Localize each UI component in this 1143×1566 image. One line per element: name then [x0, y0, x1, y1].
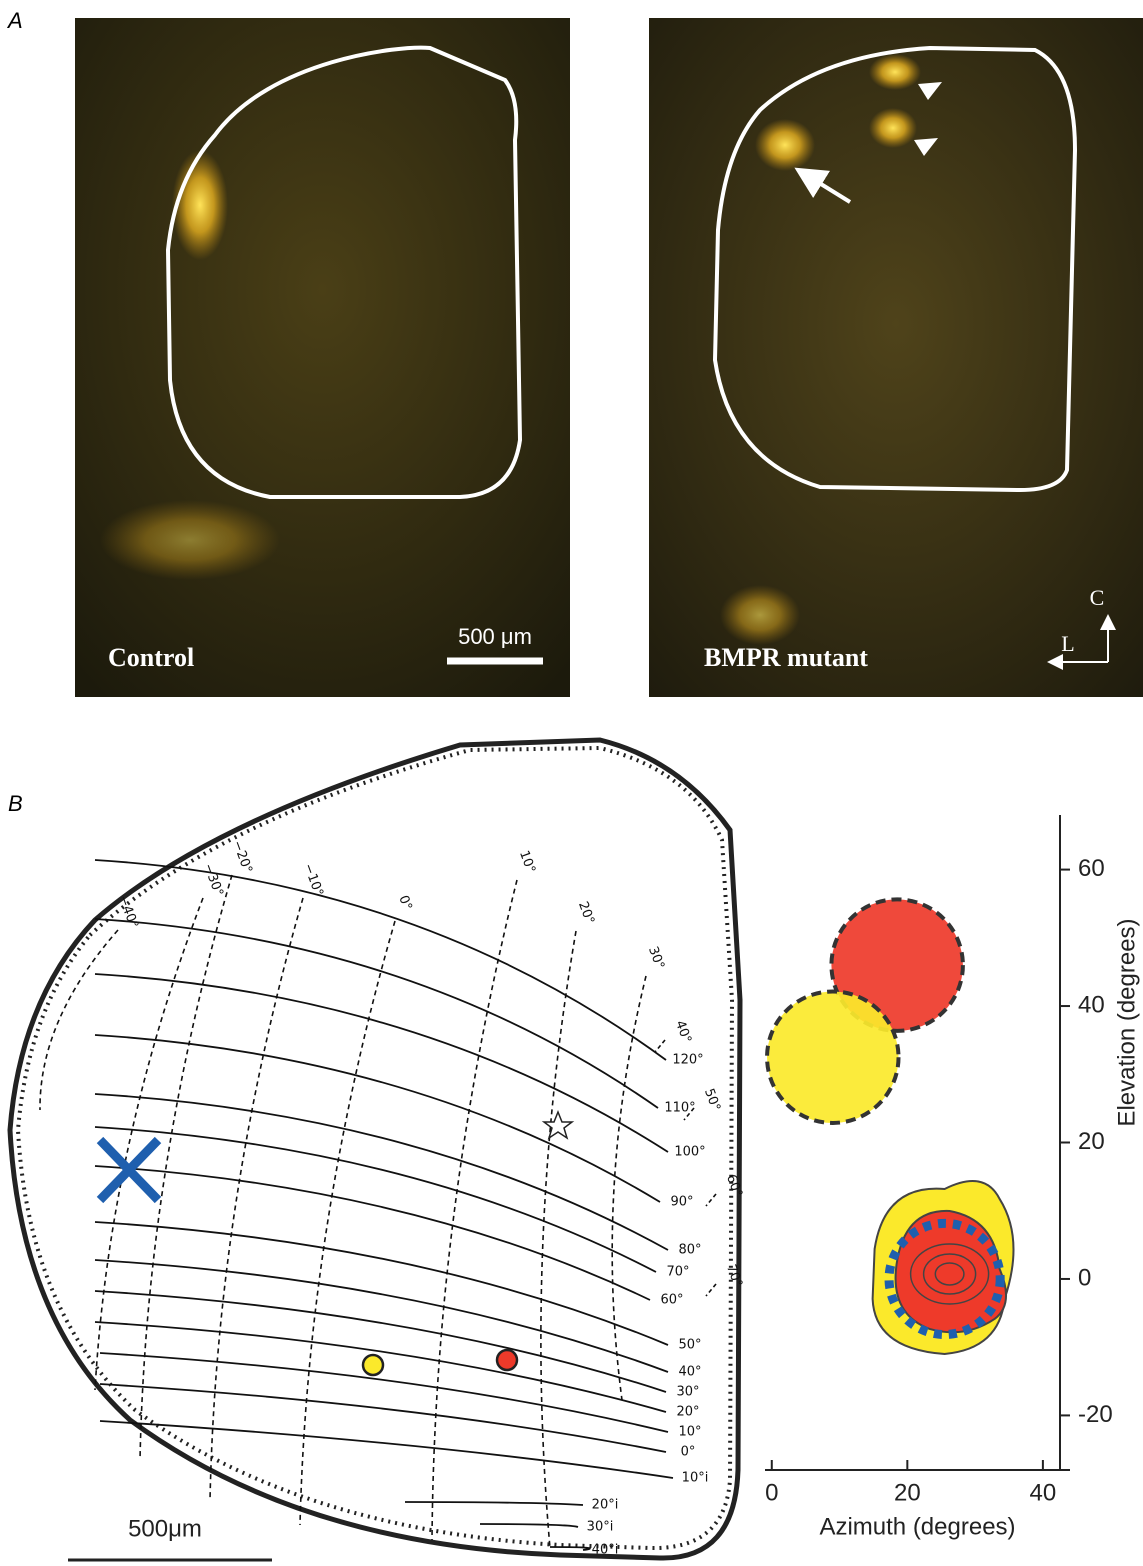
y-tick-label: -20 — [1078, 1401, 1113, 1428]
y-tick-label: 40 — [1078, 991, 1105, 1018]
azimuth-tick — [655, 1040, 665, 1052]
elevation-label: 30° — [676, 1385, 699, 1400]
map-outline-dotted — [18, 748, 732, 1548]
elevation-line — [95, 1094, 668, 1250]
axis-c: C — [1090, 585, 1105, 610]
elevation-label: 40°i — [592, 1543, 619, 1558]
azimuth-label: 20° — [575, 900, 597, 927]
scale-label: 500 μm — [458, 624, 532, 649]
azimuth-label: 10° — [516, 849, 538, 876]
elevation-label: 50° — [678, 1338, 701, 1353]
elevation-label: 110° — [664, 1101, 695, 1116]
elevation-line — [95, 1260, 668, 1372]
elevation-label: 20° — [676, 1405, 699, 1420]
azimuth-label: 40° — [672, 1019, 694, 1046]
azimuth-label: 70° — [723, 1263, 745, 1290]
elevation-line — [95, 1166, 650, 1300]
azimuth-label: −30° — [200, 861, 226, 898]
elevation-label: 120° — [672, 1053, 703, 1068]
red-dot — [497, 1350, 517, 1370]
azimuth-label: −40° — [115, 893, 141, 930]
receptive-field — [767, 991, 898, 1122]
x-tick-label: 0 — [765, 1479, 778, 1506]
fluorescent-spot — [172, 150, 228, 260]
elevation-line — [100, 1421, 673, 1478]
fluorescent-spot — [755, 119, 815, 171]
x-tick-label: 20 — [894, 1479, 921, 1506]
elevation-line — [405, 1502, 583, 1505]
elevation-label: 30°i — [587, 1520, 614, 1535]
elevation-label: 80° — [678, 1243, 701, 1258]
map-grid: −40°−30°−20°−10°0°10°20°30°40°50°60°70°1… — [40, 838, 745, 1557]
y-tick-label: 20 — [1078, 1128, 1105, 1155]
star-marker — [544, 1112, 572, 1138]
figure: A Control 500 μm BMPR mutant C L B −40° −… — [0, 0, 1143, 1566]
y-tick-label: 0 — [1078, 1264, 1091, 1291]
fluorescent-spot — [720, 585, 800, 645]
elevation-label: 60° — [660, 1293, 683, 1308]
elevation-line — [95, 974, 668, 1152]
map-outline — [10, 740, 740, 1558]
azimuth-line — [40, 930, 118, 1110]
elevation-label: 40° — [678, 1365, 701, 1380]
fluorescent-spot — [869, 54, 921, 90]
azimuth-label: 0° — [395, 893, 414, 912]
azimuth-tick — [706, 1194, 716, 1206]
x-axis-title: Azimuth (degrees) — [819, 1513, 1015, 1540]
azimuth-line — [432, 880, 517, 1540]
fluorescent-spot — [869, 108, 917, 148]
elevation-line — [480, 1524, 578, 1527]
elevation-line — [95, 1035, 660, 1202]
elevation-label: 90° — [670, 1195, 693, 1210]
elevation-label: 10° — [678, 1425, 701, 1440]
panel-label: A — [6, 8, 23, 33]
photo-control — [75, 18, 570, 697]
axis-l: L — [1061, 631, 1074, 656]
elevation-line — [550, 1547, 590, 1550]
elevation-line — [95, 1222, 668, 1345]
elevation-label: 20°i — [592, 1498, 619, 1513]
yellow-dot — [363, 1355, 383, 1375]
scale-label: 500μm — [128, 1515, 202, 1542]
azimuth-tick — [706, 1284, 716, 1296]
y-axis-title: Elevation (degrees) — [1113, 918, 1140, 1126]
azimuth-line — [612, 976, 646, 1400]
plot: -20 0 20 40 60 0 20 40 Azimuth (degrees) Elevatio… — [765, 815, 1140, 1540]
y-tick-label: 60 — [1078, 855, 1105, 882]
azimuth-label: 50° — [701, 1087, 723, 1114]
panel-label: B — [8, 791, 23, 816]
elevation-label: 0° — [681, 1445, 696, 1460]
elevation-label: 70° — [666, 1265, 689, 1280]
caption: Control — [108, 643, 194, 672]
elevation-line — [95, 919, 658, 1108]
elevation-label: 100° — [674, 1145, 705, 1160]
azimuth-label: 30° — [645, 945, 667, 972]
x-tick-label: 40 — [1030, 1479, 1057, 1506]
azimuth-line — [300, 921, 395, 1525]
elevation-line — [95, 1127, 656, 1272]
caption: BMPR mutant — [704, 643, 868, 672]
azimuth-line — [541, 931, 576, 1548]
azimuth-line — [140, 875, 232, 1460]
elevation-label: 10°i — [682, 1471, 709, 1486]
elevation-line — [100, 1384, 666, 1452]
azimuth-label: −20° — [229, 838, 255, 875]
fluorescent-tract — [100, 500, 280, 580]
